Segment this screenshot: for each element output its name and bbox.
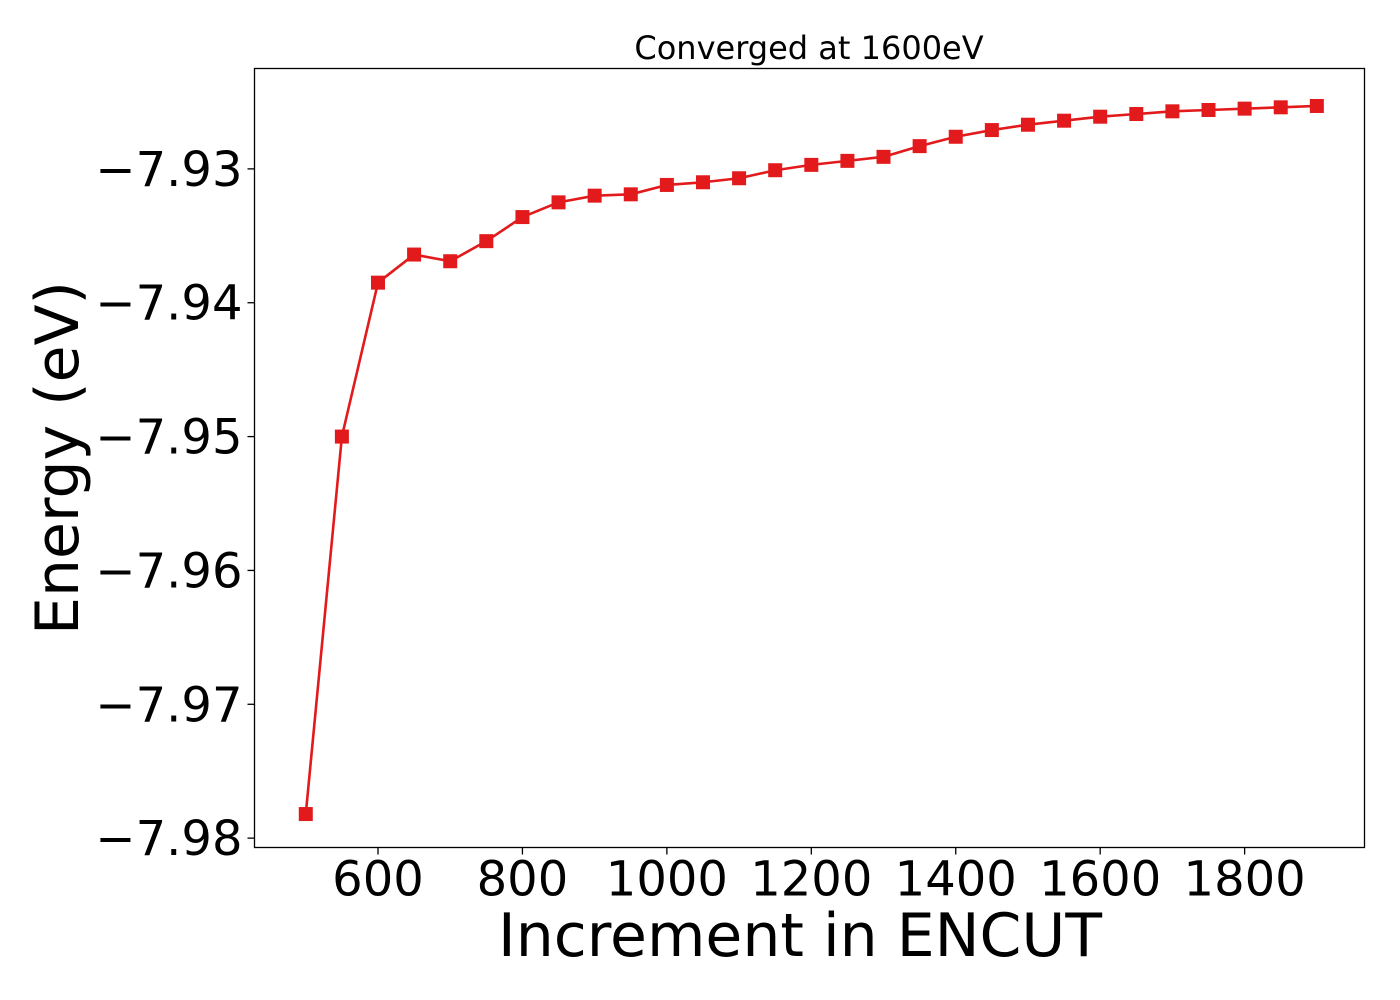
x-tick-label: 800 <box>477 852 569 908</box>
data-point-marker <box>1129 107 1144 122</box>
x-tick-label: 1200 <box>750 852 872 908</box>
data-point-marker <box>659 177 674 192</box>
plot-frame <box>253 67 1366 849</box>
chart-title: Converged at 1600eV <box>634 29 983 67</box>
data-point-marker <box>768 163 783 178</box>
data-point-marker <box>1201 102 1216 117</box>
data-point-marker <box>984 123 999 138</box>
data-point-marker <box>334 429 349 444</box>
y-tick-label: −7.93 <box>95 142 242 198</box>
data-point-marker <box>1093 109 1108 124</box>
y-axis-ticks: −7.98 −7.97 −7.96 −7.95 −7.94 −7.93 <box>95 142 255 867</box>
x-axis-ticks: 600 800 1000 1200 1400 1600 1800 <box>332 847 1306 908</box>
data-point-marker <box>515 210 530 225</box>
x-tick-label: 1800 <box>1184 852 1306 908</box>
data-point-marker <box>407 247 422 262</box>
data-point-marker <box>1165 104 1180 119</box>
data-point-marker <box>479 234 494 249</box>
data-point-marker <box>370 275 385 290</box>
data-point-marker <box>443 254 458 269</box>
data-point-marker <box>587 188 602 203</box>
x-tick-label: 1000 <box>606 852 728 908</box>
y-axis-label: Energy (eV) <box>23 281 93 635</box>
data-point-marker <box>695 175 710 190</box>
data-point-marker <box>840 153 855 168</box>
plot-area: 600 800 1000 1200 1400 1600 1800 −7.98−7.97−7.… <box>95 67 1366 908</box>
data-point-marker <box>1237 101 1252 116</box>
y-tick-label: −7.97 <box>95 677 242 733</box>
data-point-marker <box>912 139 927 154</box>
y-tick-label: −7.95 <box>95 410 242 466</box>
data-point-marker <box>732 171 747 186</box>
data-point-marker <box>876 149 891 164</box>
y-tick-label: −7.98 <box>95 811 242 867</box>
x-axis-label: Increment in ENCUT <box>498 901 1102 971</box>
series-line <box>304 104 1317 815</box>
data-point-marker <box>298 807 313 822</box>
y-tick-label: −7.94 <box>95 276 242 332</box>
series-layer <box>298 98 1324 822</box>
x-tick-label: 1600 <box>1039 852 1161 908</box>
data-point-marker <box>1273 100 1288 115</box>
data-point-marker <box>948 129 963 144</box>
data-point-marker <box>1309 98 1324 113</box>
data-point-marker <box>1020 117 1035 132</box>
x-tick-label: 600 <box>332 852 424 908</box>
data-point-marker <box>804 157 819 172</box>
data-point-marker <box>551 195 566 210</box>
data-point-marker <box>1057 113 1072 128</box>
x-tick-label: 1400 <box>895 852 1017 908</box>
data-point-marker <box>623 187 638 202</box>
y-tick-label: −7.96 <box>95 543 242 599</box>
